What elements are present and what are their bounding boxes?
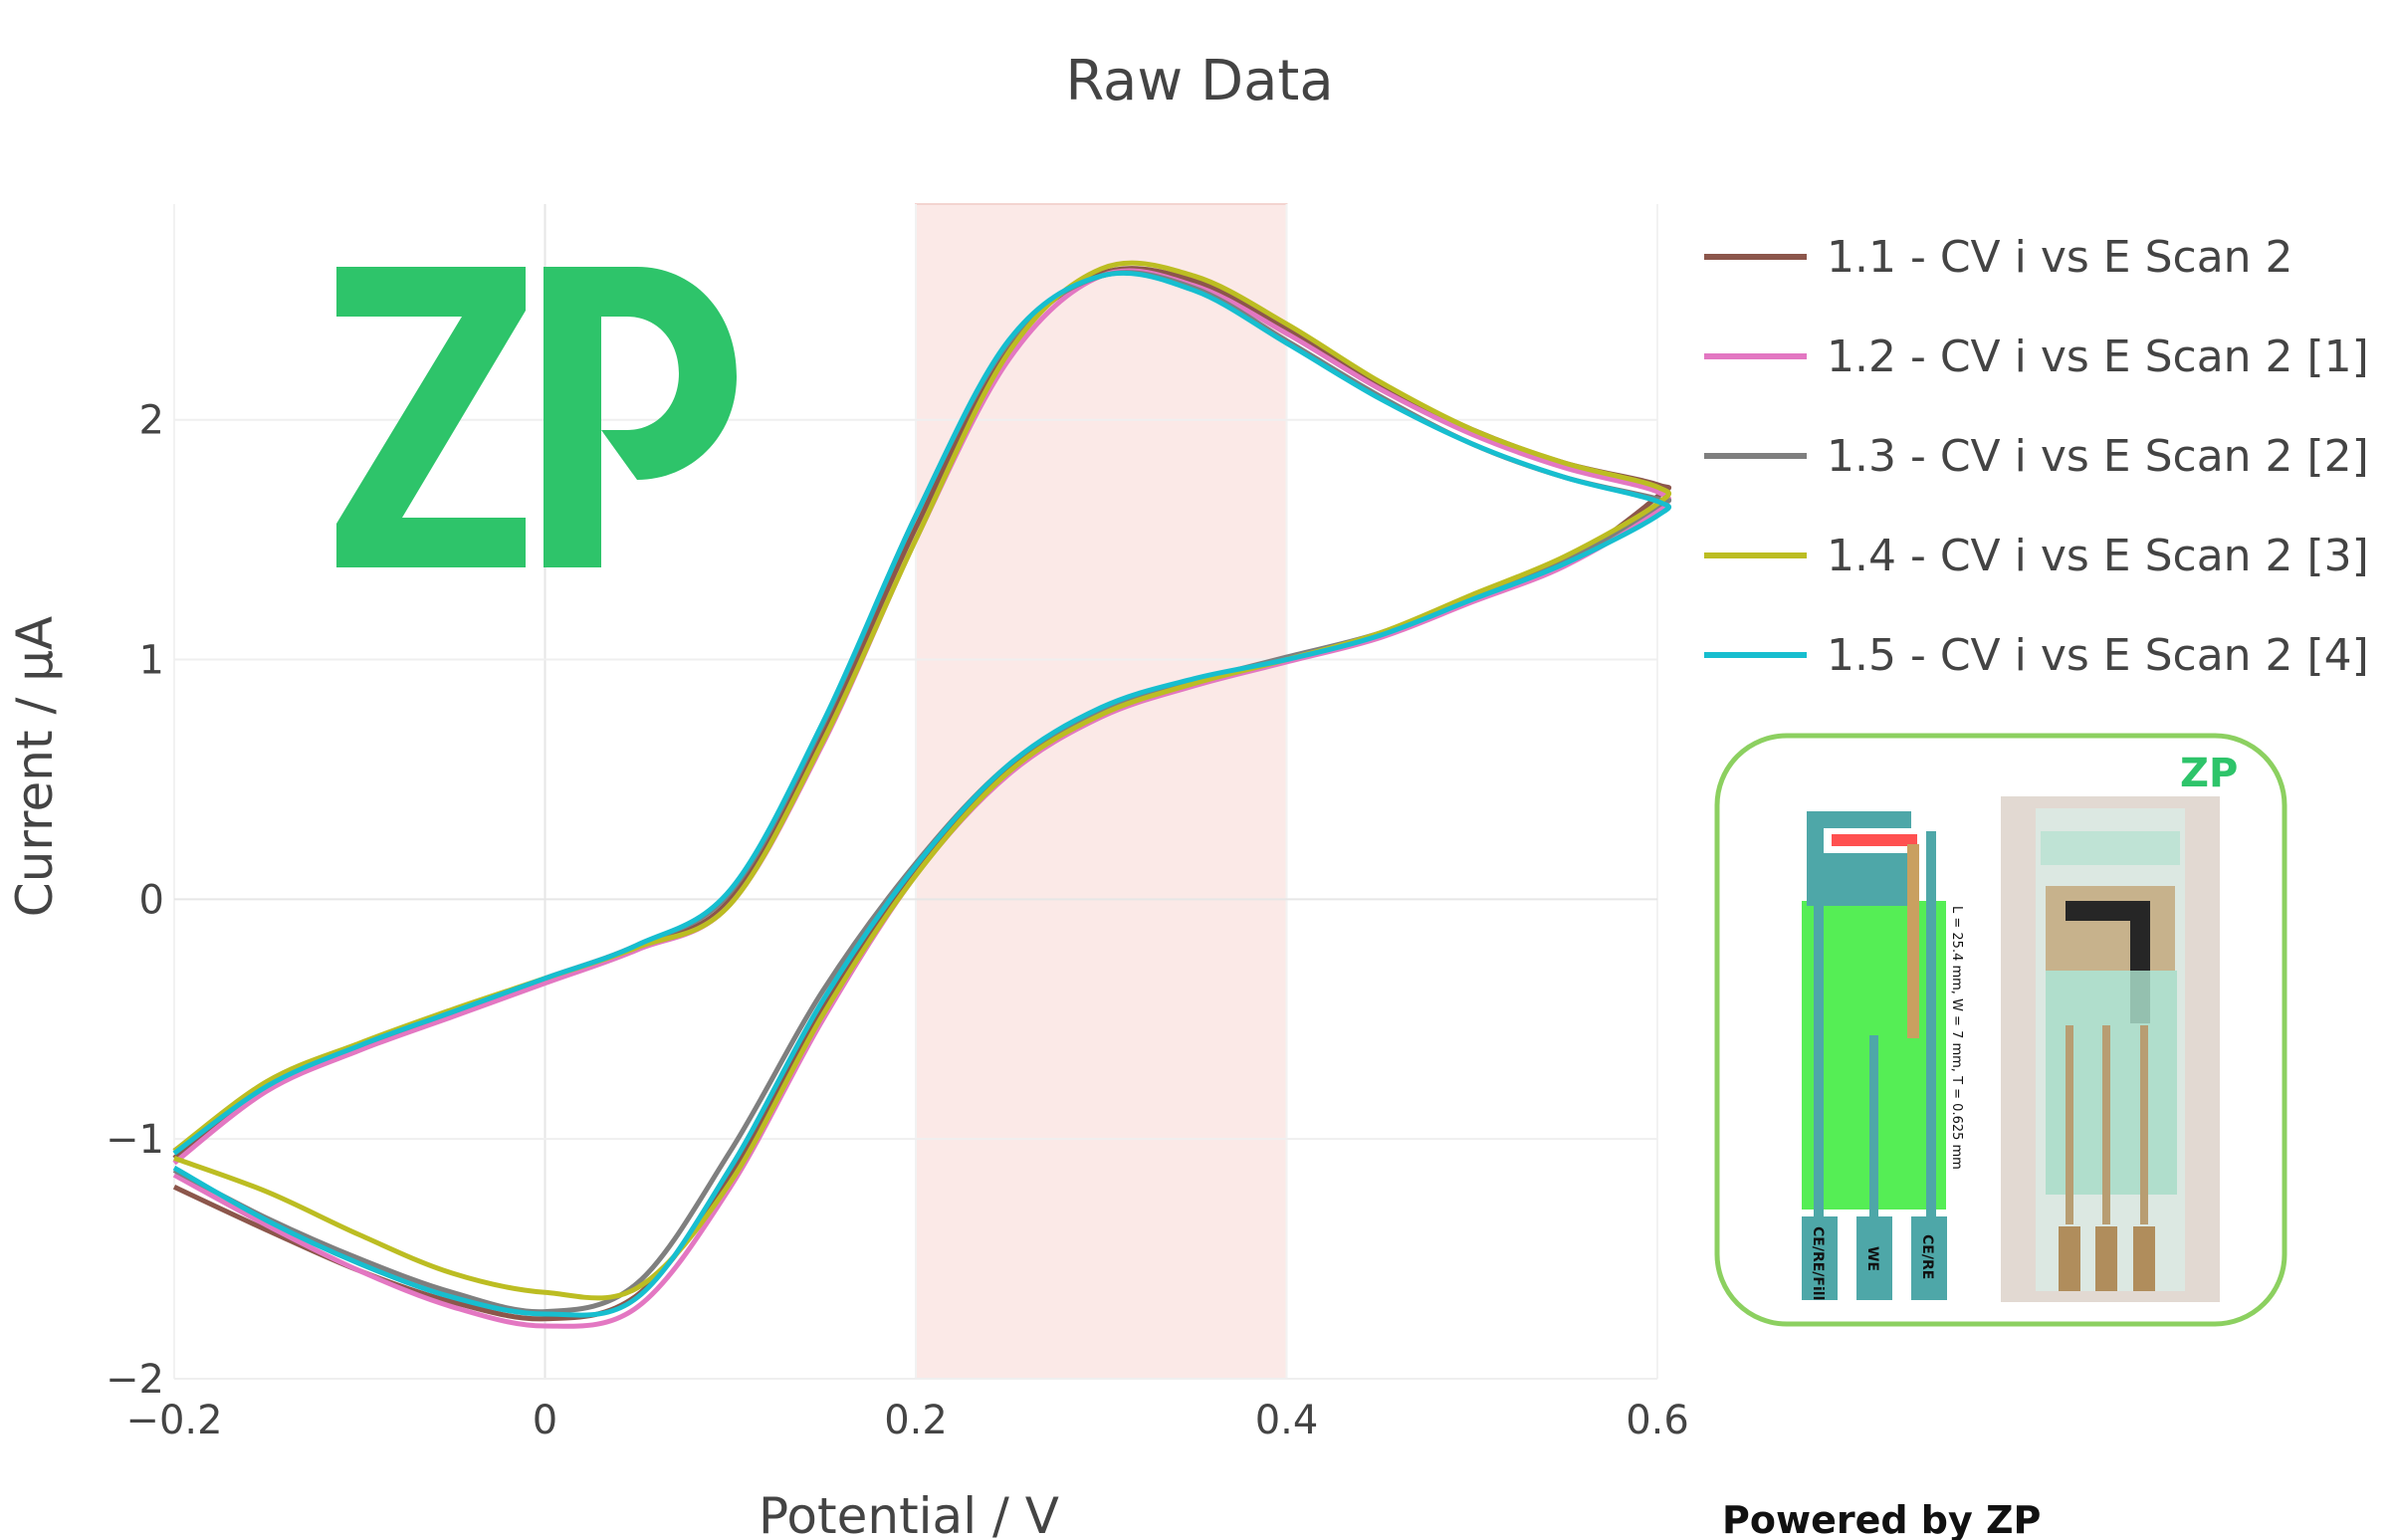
pad-label-ce-re-fill: CE/RE/Fill bbox=[1810, 1226, 1826, 1300]
photo-pad-1 bbox=[2059, 1226, 2080, 1291]
photo-strip-top bbox=[2041, 831, 2180, 865]
schematic-trace-1 bbox=[1814, 901, 1824, 1219]
series-line-5 bbox=[172, 270, 1672, 1318]
x-tick-label: 0.4 bbox=[1255, 1398, 1319, 1443]
legend: 1.1 - CV i vs E Scan 2 1.2 - CV i vs E Sc… bbox=[1704, 232, 2369, 681]
schematic-pad-2 bbox=[1856, 1216, 1892, 1300]
data-series bbox=[172, 260, 1672, 1329]
schematic-pad-3 bbox=[1911, 1216, 1947, 1300]
photo-trace-1 bbox=[2066, 1025, 2073, 1224]
schematic-re-bar bbox=[1822, 866, 1901, 901]
legend-label-3: 1.3 - CV i vs E Scan 2 [2] bbox=[1827, 431, 2369, 482]
pad-label-we: WE bbox=[1864, 1246, 1880, 1271]
photo-pad-2 bbox=[2095, 1226, 2117, 1291]
photo-cover-layer bbox=[2046, 971, 2177, 1195]
y-tick-label: −1 bbox=[106, 1117, 164, 1163]
y-tick-label: −2 bbox=[106, 1357, 164, 1403]
y-tick-label: 2 bbox=[139, 398, 164, 444]
photo-trace-2 bbox=[2102, 1025, 2110, 1224]
legend-label-4: 1.4 - CV i vs E Scan 2 [3] bbox=[1827, 531, 2369, 581]
sensor-inset: ZP CE/RE/Fill WE CE/RE L = 25.4 mm, W = … bbox=[1714, 733, 2287, 1327]
chart-title: Raw Data bbox=[1065, 49, 1333, 113]
zp-logo-z-shape bbox=[336, 267, 526, 567]
x-axis-title: Potential / V bbox=[759, 1487, 1059, 1540]
strip-photo bbox=[2001, 796, 2220, 1302]
photo-trace-3 bbox=[2140, 1025, 2148, 1224]
schematic-pad-1 bbox=[1802, 1216, 1838, 1300]
zp-logo-p-shape bbox=[544, 267, 737, 567]
photo-pad-3 bbox=[2133, 1226, 2155, 1291]
x-tick-label: 0.2 bbox=[884, 1398, 948, 1443]
schematic-trace-3 bbox=[1926, 831, 1936, 1219]
y-tick-labels: −2 −1 0 1 2 bbox=[106, 398, 164, 1403]
zp-logo-p-cutout bbox=[601, 430, 637, 480]
x-tick-label: −0.2 bbox=[125, 1398, 222, 1443]
legend-label-1: 1.1 - CV i vs E Scan 2 bbox=[1827, 232, 2293, 283]
highlight-region bbox=[915, 203, 1288, 1380]
series-line-4 bbox=[172, 260, 1672, 1301]
schematic-we-trace bbox=[1907, 844, 1919, 1038]
y-tick-label: 0 bbox=[139, 877, 164, 923]
x-tick-label: 0 bbox=[533, 1398, 557, 1443]
strip-dimensions: L = 25.4 mm, W = 7 mm, T = 0.625 mm bbox=[1949, 906, 1964, 1170]
photo-electrode-area bbox=[2046, 886, 2175, 971]
zp-logo-overlay bbox=[336, 267, 737, 567]
x-tick-label: 0.6 bbox=[1626, 1398, 1689, 1443]
y-axis-title: Current / µA bbox=[6, 616, 64, 917]
inset-logo: ZP bbox=[2180, 751, 2238, 796]
powered-by-label: Powered by ZP bbox=[1722, 1498, 2041, 1540]
legend-label-5: 1.5 - CV i vs E Scan 2 [4] bbox=[1827, 630, 2369, 681]
schematic-trace-2 bbox=[1869, 1035, 1878, 1219]
schematic-we-pad bbox=[1832, 834, 1917, 846]
x-tick-labels: −0.2 0 0.2 0.4 0.6 bbox=[125, 1398, 1688, 1443]
strip-schematic: CE/RE/Fill WE CE/RE L = 25.4 mm, W = 7 m… bbox=[1802, 811, 1964, 1300]
y-tick-label: 1 bbox=[139, 638, 164, 684]
pad-label-ce-re: CE/RE bbox=[1919, 1234, 1935, 1279]
legend-label-2: 1.2 - CV i vs E Scan 2 [1] bbox=[1827, 331, 2369, 382]
gridlines bbox=[173, 204, 1658, 1380]
